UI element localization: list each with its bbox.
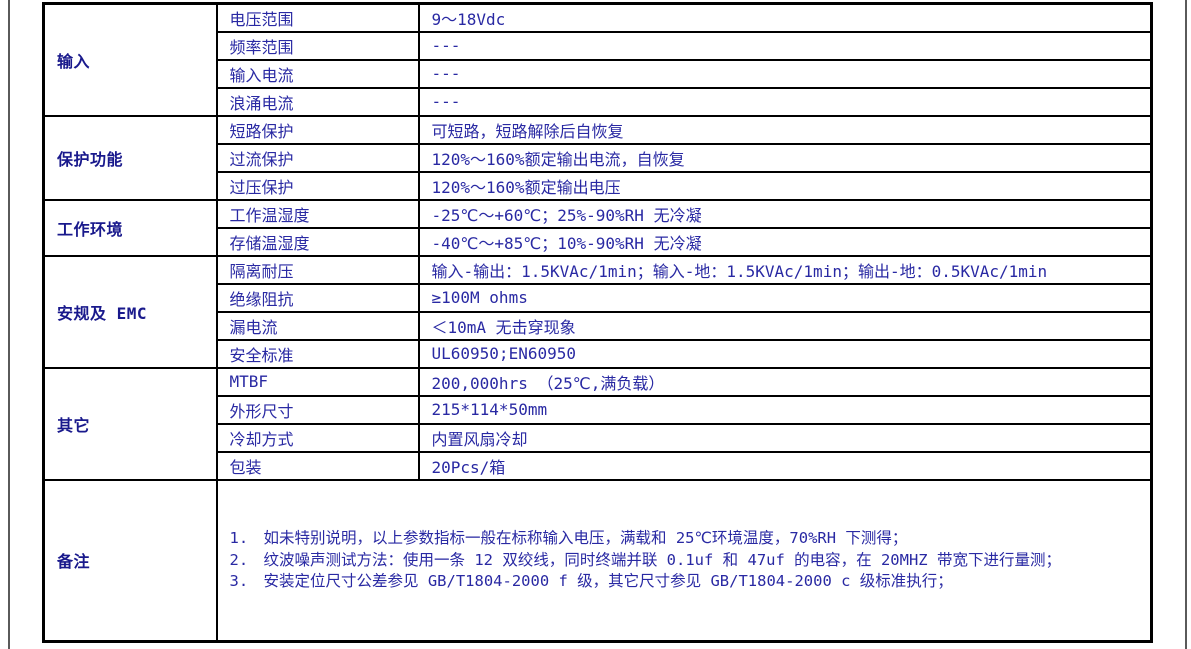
parameter-name: 过流保护 — [215, 142, 420, 173]
parameter-name: 冷却方式 — [215, 422, 420, 453]
table-row: 包装 20Pcs/箱 — [44, 450, 1153, 481]
parameter-name: 电压范围 — [215, 2, 420, 33]
table-row: 绝缘阻抗 ≥100M ohms — [44, 282, 1153, 313]
table-row: 过压保护 120%～160%额定输出电压 — [44, 170, 1153, 201]
group-label: 输入 — [42, 2, 218, 117]
group-label: 保护功能 — [42, 114, 218, 201]
note-text: 纹波噪声测试方法：使用一条 12 双绞线，同时终端并联 0.1uf 和 47uf… — [263, 550, 1061, 569]
table-row: 其它 MTBF 200,000hrs （25℃,满负载） — [42, 366, 1153, 481]
group-label: 安规及 EMC — [42, 254, 218, 369]
note-number: 1. — [229, 529, 249, 547]
parameter-value: 20Pcs/箱 — [417, 450, 1153, 481]
parameter-name: 工作温湿度 — [215, 198, 420, 229]
parameter-name: 频率范围 — [215, 30, 420, 61]
group-label: 工作环境 — [42, 198, 218, 257]
parameter-name: MTBF — [215, 366, 420, 397]
table-row: 外形尺寸 215*114*50mm — [44, 394, 1153, 425]
parameter-value: -40℃～+85℃；10%-90%RH 无冷凝 — [417, 226, 1153, 257]
parameter-name: 短路保护 — [215, 114, 420, 145]
parameter-value: --- — [417, 86, 1153, 117]
specification-table: 输入 电压范围 9～18Vdc 频率范围 --- 输入电流 --- 浪涌电流 --- 保护功能 短路… — [42, 2, 1153, 643]
parameter-name: 外形尺寸 — [215, 394, 420, 425]
table-row: 工作环境 工作温湿度 -25℃～+60℃；25%-90%RH 无冷凝 — [42, 198, 1153, 257]
table-row: 冷却方式 内置风扇冷却 — [44, 422, 1153, 453]
parameter-value: ≥100M ohms — [417, 282, 1153, 313]
table-row: 频率范围 --- — [44, 30, 1153, 61]
parameter-name: 包装 — [215, 450, 420, 481]
table-row: 保护功能 短路保护 可短路，短路解除后自恢复 — [42, 114, 1153, 201]
parameter-value: ＜10mA 无击穿现象 — [417, 310, 1153, 341]
parameter-value: 9～18Vdc — [417, 2, 1153, 33]
table-row: 漏电流 ＜10mA 无击穿现象 — [44, 310, 1153, 341]
parameter-value: 可短路，短路解除后自恢复 — [417, 114, 1153, 145]
parameter-value: 200,000hrs （25℃,满负载） — [417, 366, 1153, 397]
parameter-value: 120%～160%额定输出电流，自恢复 — [417, 142, 1153, 173]
group-label: 其它 — [42, 366, 218, 481]
note-item: 1. 如未特别说明，以上参数指标一般在标称输入电压，满载和 25℃环境温度，70%… — [229, 528, 1150, 550]
table-row: 输入电流 --- — [44, 58, 1153, 89]
parameter-value: 内置风扇冷却 — [417, 422, 1153, 453]
note-number: 2. — [229, 550, 249, 569]
parameter-value: --- — [417, 30, 1153, 61]
table-row: 输入 电压范围 9～18Vdc — [42, 2, 1153, 117]
parameter-value: -25℃～+60℃；25%-90%RH 无冷凝 — [417, 198, 1153, 229]
table-row: 过流保护 120%～160%额定输出电流，自恢复 — [44, 142, 1153, 173]
notes-row: 备注 1. 如未特别说明，以上参数指标一般在标称输入电压，满载和 25℃环境温度，7… — [42, 478, 1153, 643]
parameter-name: 输入电流 — [215, 58, 420, 89]
parameter-value: UL60950;EN60950 — [417, 338, 1153, 369]
note-item: 2. 纹波噪声测试方法：使用一条 12 双绞线，同时终端并联 0.1uf 和 47… — [229, 550, 1150, 572]
notes-content: 1. 如未特别说明，以上参数指标一般在标称输入电压，满载和 25℃环境温度，70%… — [215, 478, 1153, 643]
notes-label: 备注 — [42, 478, 218, 643]
table-row: 存储温湿度 -40℃～+85℃；10%-90%RH 无冷凝 — [44, 226, 1153, 257]
parameter-value: 120%～160%额定输出电压 — [417, 170, 1153, 201]
parameter-value: 输入-输出：1.5KVAc/1min；输入-地：1.5KVAc/1min；输出-… — [417, 254, 1153, 285]
parameter-value: 215*114*50mm — [417, 394, 1153, 425]
note-item: 3. 安装定位尺寸公差参见 GB/T1804-2000 f 级，其它尺寸参见 GB… — [229, 571, 1150, 593]
parameter-name: 漏电流 — [215, 310, 420, 341]
table-row: 浪涌电流 --- — [44, 86, 1153, 117]
parameter-name: 安全标准 — [215, 338, 420, 369]
note-text: 安装定位尺寸公差参见 GB/T1804-2000 f 级，其它尺寸参见 GB/T… — [263, 572, 953, 590]
parameter-name: 浪涌电流 — [215, 86, 420, 117]
note-text: 如未特别说明，以上参数指标一般在标称输入电压，满载和 25℃环境温度，70%RH… — [263, 529, 908, 547]
parameter-name: 隔离耐压 — [215, 254, 420, 285]
table-row: 安规及 EMC 隔离耐压 输入-输出：1.5KVAc/1min；输入-地：1.5KV… — [42, 254, 1153, 369]
parameter-name: 绝缘阻抗 — [215, 282, 420, 313]
page-right-rule — [1185, 0, 1187, 649]
page-left-rule — [8, 0, 10, 649]
parameter-name: 过压保护 — [215, 170, 420, 201]
parameter-value: --- — [417, 58, 1153, 89]
note-number: 3. — [229, 572, 249, 590]
table-row: 安全标准 UL60950;EN60950 — [44, 338, 1153, 369]
parameter-name: 存储温湿度 — [215, 226, 420, 257]
